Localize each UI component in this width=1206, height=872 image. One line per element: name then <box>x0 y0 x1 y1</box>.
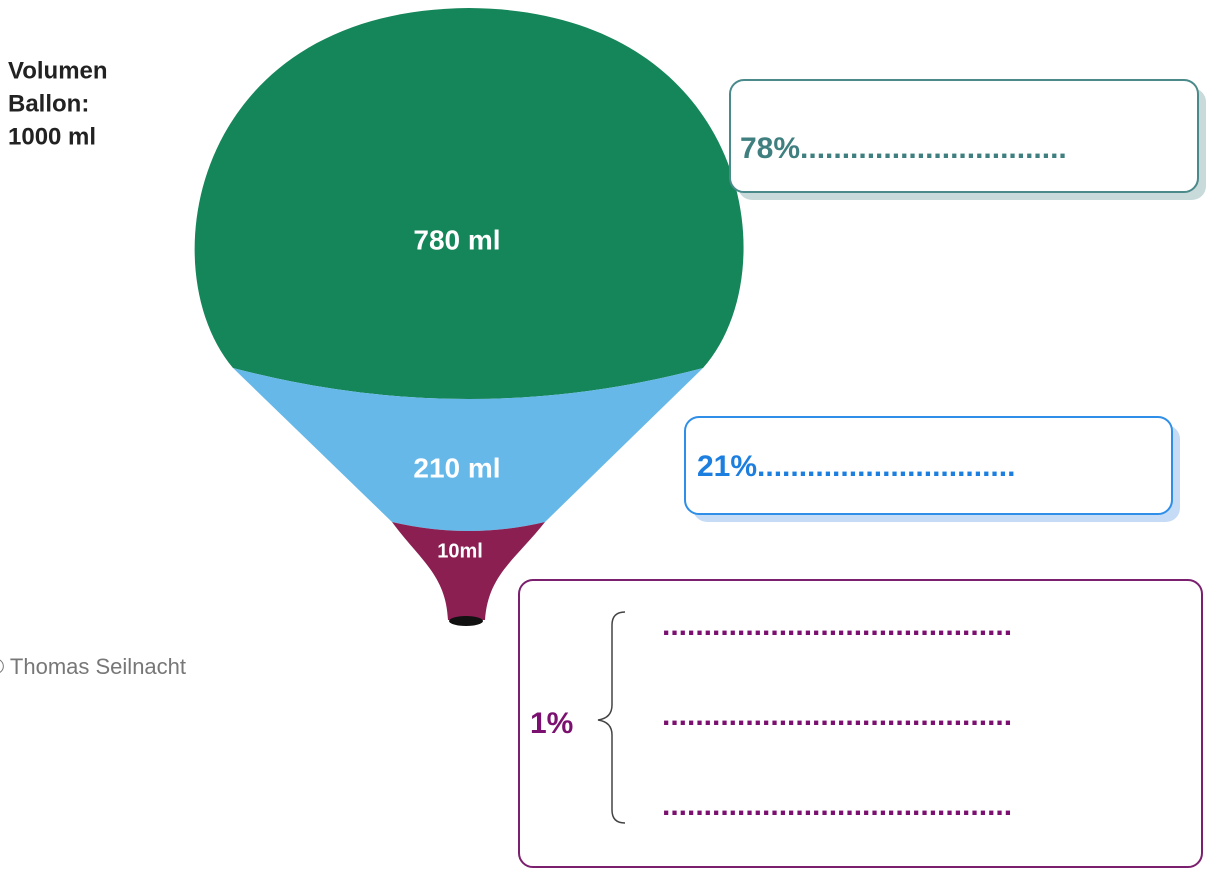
answer-text: 21%............................... <box>697 450 1015 483</box>
caption-line: Volumen <box>8 57 108 84</box>
answer-line: ........................................… <box>662 789 1012 822</box>
balloon-opening <box>449 616 483 626</box>
answer-line: ........................................… <box>662 699 1012 732</box>
segment-label: 210 ml <box>413 452 500 483</box>
answer-line: ........................................… <box>662 609 1012 642</box>
segment-label: 780 ml <box>413 224 500 255</box>
caption-line: 1000 ml <box>8 123 96 150</box>
answer-text: 78%................................ <box>740 132 1067 165</box>
balloon-green <box>195 8 744 399</box>
credit: © Thomas Seilnacht <box>0 654 186 679</box>
worksheet: Volumen Ballon: 1000 ml 780 ml 210 ml 10… <box>0 0 1206 872</box>
answer-prefix: 1% <box>530 707 573 740</box>
caption-line: Ballon: <box>8 90 89 117</box>
segment-label: 10ml <box>437 540 483 562</box>
